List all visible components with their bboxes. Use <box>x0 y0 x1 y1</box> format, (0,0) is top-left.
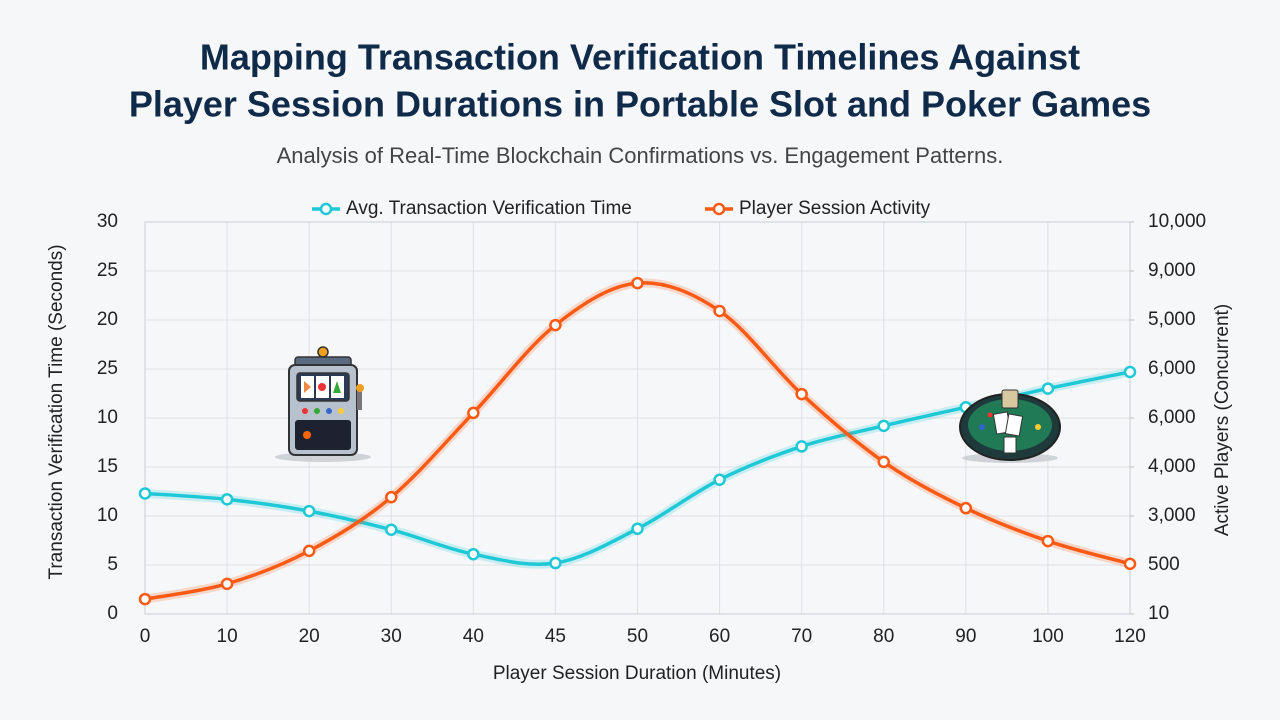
plot-area: 0 10 20 30 40 45 50 60 70 80 90 100 120 0 5 10 15 10 25 20 2… <box>97 198 1206 647</box>
x-tick-label: 80 <box>873 626 894 647</box>
y-tick-label: 25 <box>97 260 118 281</box>
x-tick-label: 90 <box>955 626 976 647</box>
y2-tick-label: 4,000 <box>1148 456 1196 477</box>
data-point <box>220 577 234 591</box>
data-point <box>877 419 890 433</box>
data-point <box>959 501 973 515</box>
y2-tick-label: 5,000 <box>1148 309 1196 330</box>
y-axis-title: Transaction Verification Time (Seconds) <box>46 244 67 579</box>
y2-tick-label: 6,000 <box>1148 358 1196 379</box>
y2-axis-title: Active Players (Concurrent) <box>1212 304 1233 536</box>
data-point <box>713 304 726 318</box>
data-point <box>795 440 808 453</box>
x-tick-label: 40 <box>463 626 484 647</box>
y2-tick-label: 10,000 <box>1148 211 1206 232</box>
data-point <box>1041 534 1055 548</box>
y-tick-label: 20 <box>97 309 118 330</box>
x-tick-label: 30 <box>381 626 402 647</box>
chart-title: Mapping Transaction Verification Timelin… <box>200 37 1080 78</box>
legend-marker <box>712 202 726 216</box>
data-point <box>302 544 316 558</box>
data-point <box>549 556 562 570</box>
data-point <box>385 523 398 536</box>
y2-tick-label: 3,000 <box>1148 505 1196 526</box>
x-tick-label: 10 <box>217 626 238 647</box>
plot-frame <box>144 221 1131 615</box>
data-point <box>1123 365 1137 379</box>
x-tick-label: 70 <box>791 626 812 647</box>
y-tick-label: 10 <box>97 407 118 428</box>
data-point <box>385 490 398 504</box>
data-point <box>877 455 890 469</box>
data-point <box>220 493 234 506</box>
x-tick-label: 45 <box>545 626 566 647</box>
x-tick-label: 0 <box>140 626 151 647</box>
y-tick-label: 5 <box>107 554 118 575</box>
y-tick-label: 25 <box>97 358 118 379</box>
x-tick-label: 60 <box>709 626 730 647</box>
x-tick-label: 100 <box>1032 626 1064 647</box>
x-tick-label: 120 <box>1114 626 1146 647</box>
data-point <box>138 487 152 500</box>
y-tick-label: 15 <box>97 456 118 477</box>
data-point <box>1041 382 1055 395</box>
data-point <box>467 547 480 561</box>
y2-tick-label: 10 <box>1148 603 1169 624</box>
x-tick-label: 50 <box>627 626 648 647</box>
y-tick-label: 30 <box>97 211 118 232</box>
poker-table-icon <box>959 389 1061 463</box>
y2-tick-label: 6,000 <box>1148 407 1196 428</box>
data-point <box>549 318 562 332</box>
data-point <box>467 406 480 420</box>
data-point <box>1123 557 1137 571</box>
data-point <box>302 504 316 518</box>
y2-tick-label: 9,000 <box>1148 260 1196 281</box>
data-point <box>631 276 644 290</box>
data-point <box>713 473 726 486</box>
x-axis-title: Player Session Duration (Minutes) <box>493 663 781 684</box>
legend-label: Player Session Activity <box>739 198 931 219</box>
chart-subtitle: Analysis of Real-Time Blockchain Confirm… <box>277 143 1004 168</box>
data-point <box>138 592 152 606</box>
y-tick-label: 0 <box>107 603 118 624</box>
slot-machine-icon <box>275 346 371 462</box>
data-point <box>795 387 808 401</box>
y-tick-label: 10 <box>97 505 118 526</box>
y2-tick-label: 500 <box>1148 554 1180 575</box>
legend-marker <box>319 202 333 216</box>
data-point <box>631 522 644 535</box>
x-tick-label: 20 <box>299 626 320 647</box>
legend-label: Avg. Transaction Verification Time <box>346 198 632 219</box>
chart-title: Player Session Durations in Portable Slo… <box>129 84 1151 125</box>
